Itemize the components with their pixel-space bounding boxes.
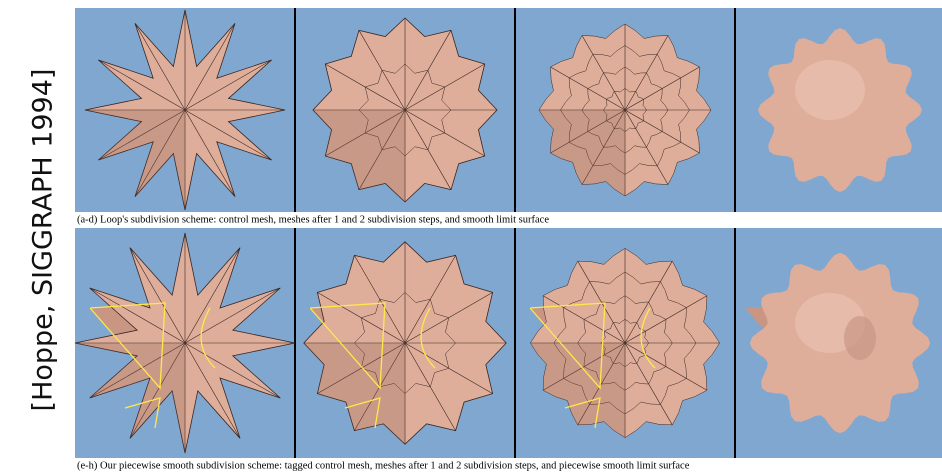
caption: (a-d) Loop's subdivision scheme: control… xyxy=(77,214,549,225)
mesh-ring xyxy=(553,271,697,415)
mesh-ring xyxy=(560,45,690,175)
highlight xyxy=(795,60,865,120)
facet-edge xyxy=(184,109,272,161)
tag-line xyxy=(309,302,386,390)
facet-edge xyxy=(98,59,186,111)
facet-edge xyxy=(184,109,236,197)
facet-edge xyxy=(184,59,272,111)
facet-edge xyxy=(184,247,241,344)
facet-edge xyxy=(98,109,186,161)
facet-edge xyxy=(129,342,186,439)
shade xyxy=(75,343,185,453)
tag-line xyxy=(344,397,381,429)
tag-line xyxy=(420,307,436,369)
shade xyxy=(85,110,185,210)
facet-edge xyxy=(184,342,281,399)
tag-line xyxy=(564,397,601,429)
tag-line xyxy=(529,302,606,390)
facet-edge xyxy=(89,342,186,399)
facet-edge xyxy=(89,287,186,344)
facet-edge xyxy=(134,109,186,197)
mesh-ring xyxy=(581,66,669,154)
shade xyxy=(303,343,405,445)
mesh-ring xyxy=(603,88,647,132)
tag-line xyxy=(200,307,216,369)
figure xyxy=(74,8,942,458)
caption: (e-h) Our piecewise smooth subdivision s… xyxy=(77,460,690,471)
mesh-ring xyxy=(601,319,649,367)
facet-edge xyxy=(184,342,241,439)
tag-line xyxy=(640,307,656,369)
shade xyxy=(539,110,625,196)
tag-line xyxy=(89,302,166,390)
mesh-ring xyxy=(354,292,456,394)
facet-edge xyxy=(184,23,236,111)
facet-edge xyxy=(129,247,186,344)
shade xyxy=(313,110,405,202)
tag-line xyxy=(124,397,161,429)
bump xyxy=(844,316,876,360)
side-label: [Hoppe, SIGGRAPH 1994] xyxy=(28,69,59,412)
facet-edge xyxy=(134,23,186,111)
mesh-ring xyxy=(358,63,452,157)
mesh-ring xyxy=(577,295,673,391)
